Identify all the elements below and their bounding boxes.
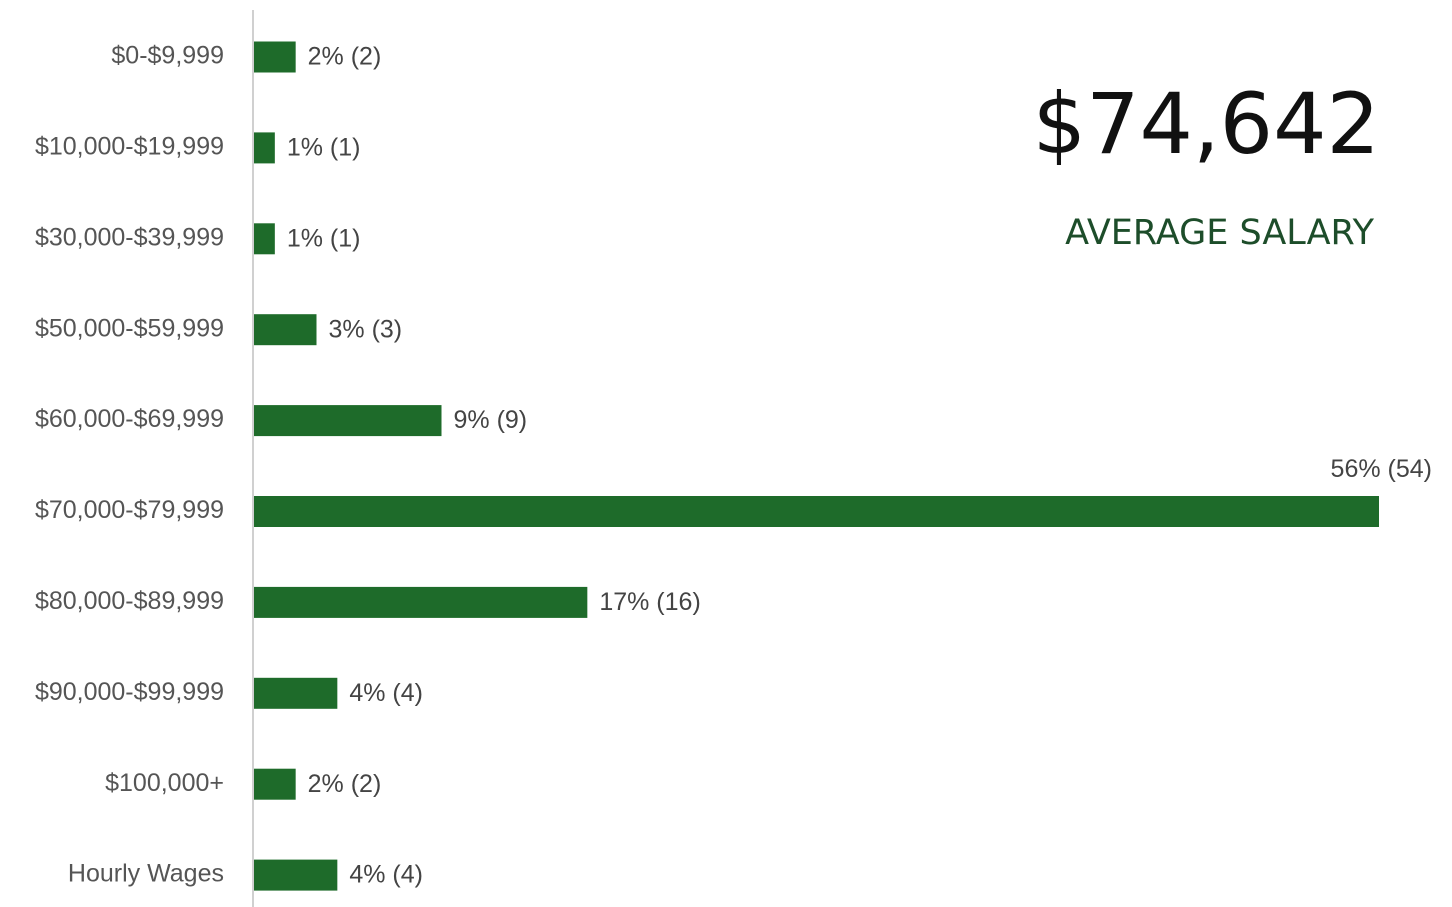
value-label: 1% (1)	[287, 134, 361, 162]
bar	[254, 586, 588, 618]
category-label: Hourly Wages	[68, 860, 224, 888]
value-label: 17% (16)	[599, 588, 700, 616]
bar	[254, 677, 338, 709]
value-label: 1% (1)	[287, 224, 361, 252]
value-label: 4% (4)	[349, 679, 423, 707]
category-label: $70,000-$79,999	[35, 496, 224, 524]
bar	[254, 223, 275, 255]
category-label: $90,000-$99,999	[35, 678, 224, 706]
category-label: $50,000-$59,999	[35, 314, 224, 342]
bar	[254, 768, 296, 800]
kpi-label: AVERAGE SALARY	[1065, 213, 1374, 253]
bar	[254, 314, 317, 346]
kpi-value: $74,642	[1033, 75, 1380, 173]
bar	[254, 405, 442, 437]
value-label: 56% (54)	[1331, 455, 1432, 483]
value-label: 9% (9)	[454, 406, 528, 434]
category-label: $10,000-$19,999	[35, 133, 224, 161]
category-label: $80,000-$89,999	[35, 587, 224, 615]
value-label: 4% (4)	[349, 861, 423, 889]
value-label: 3% (3)	[329, 315, 403, 343]
bar	[254, 41, 296, 73]
value-label: 2% (2)	[308, 770, 382, 798]
category-label: $100,000+	[105, 769, 224, 797]
category-label: $60,000-$69,999	[35, 405, 224, 433]
value-label: 2% (2)	[308, 43, 382, 71]
bar	[254, 132, 275, 164]
category-label: $0-$9,999	[111, 42, 224, 70]
bar	[254, 859, 338, 891]
bar	[254, 496, 1379, 527]
category-label: $30,000-$39,999	[35, 223, 224, 251]
